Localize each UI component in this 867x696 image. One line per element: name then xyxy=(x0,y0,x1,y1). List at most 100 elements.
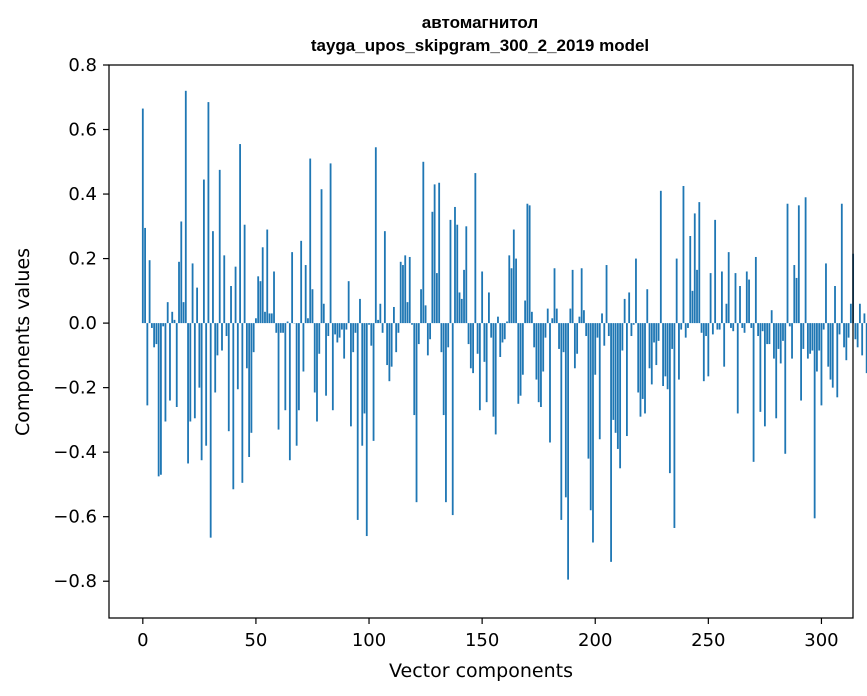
bar-184 xyxy=(558,323,560,349)
bar-247 xyxy=(700,323,703,333)
bar-171 xyxy=(528,205,531,324)
bar-117 xyxy=(406,302,409,324)
bar-96 xyxy=(359,298,361,324)
bar-139 xyxy=(456,224,459,324)
bar-73 xyxy=(307,318,309,324)
bar-133 xyxy=(442,323,445,416)
bar-131 xyxy=(438,182,441,324)
bar-115 xyxy=(402,265,404,324)
bar-187 xyxy=(564,323,567,498)
bar-306 xyxy=(834,286,836,324)
bar-57 xyxy=(270,313,273,324)
bar-2 xyxy=(146,323,149,406)
bar-210 xyxy=(616,323,619,449)
y-tick-label: −0.4 xyxy=(53,442,97,463)
bar-285 xyxy=(786,203,789,324)
bar-15 xyxy=(175,323,178,407)
bar-118 xyxy=(408,256,411,324)
bar-243 xyxy=(691,290,694,324)
bar-37 xyxy=(225,323,228,337)
bar-291 xyxy=(800,323,802,401)
bar-206 xyxy=(607,323,610,337)
bar-178 xyxy=(544,323,547,338)
bar-153 xyxy=(488,292,490,324)
bar-127 xyxy=(429,323,432,340)
bar-92 xyxy=(350,323,352,427)
bar-213 xyxy=(623,298,626,324)
bar-271 xyxy=(754,256,757,324)
bar-150 xyxy=(481,271,484,324)
bar-283 xyxy=(782,323,784,341)
bar-252 xyxy=(711,323,714,335)
bar-156 xyxy=(494,323,497,435)
bar-17 xyxy=(180,221,183,324)
bar-58 xyxy=(273,271,275,324)
bar-42 xyxy=(236,323,239,390)
bar-99 xyxy=(365,323,368,537)
bar-165 xyxy=(515,258,517,324)
y-tick-label: 0.4 xyxy=(68,184,97,205)
bar-182 xyxy=(553,268,556,324)
bar-74 xyxy=(309,158,312,324)
bar-151 xyxy=(483,323,486,362)
bar-78 xyxy=(318,323,321,354)
bar-48 xyxy=(250,323,253,433)
bar-105 xyxy=(379,303,382,324)
bar-142 xyxy=(463,269,465,324)
bar-51 xyxy=(257,276,260,324)
bar-256 xyxy=(721,271,723,324)
bar-275 xyxy=(763,323,766,427)
bar-208 xyxy=(612,323,615,420)
bar-265 xyxy=(741,323,744,328)
bar-83 xyxy=(329,163,332,324)
bar-293 xyxy=(804,197,807,324)
bar-307 xyxy=(836,323,839,398)
bar-224 xyxy=(648,323,651,369)
bar-209 xyxy=(614,323,617,433)
bar-316 xyxy=(856,323,859,348)
bar-49 xyxy=(252,323,255,353)
bar-161 xyxy=(506,321,508,324)
bar-217 xyxy=(632,323,635,325)
bar-223 xyxy=(646,289,649,324)
bar-80 xyxy=(322,303,325,324)
bar-158 xyxy=(499,323,502,357)
x-tick-label: 300 xyxy=(804,630,838,651)
bar-76 xyxy=(313,323,316,393)
bar-254 xyxy=(716,323,719,330)
bar-258 xyxy=(725,303,728,324)
bar-226 xyxy=(653,323,655,343)
bar-230 xyxy=(662,323,664,387)
bar-16 xyxy=(178,261,180,324)
bar-107 xyxy=(383,231,386,324)
bar-65 xyxy=(288,323,291,461)
bar-229 xyxy=(659,190,662,324)
bar-169 xyxy=(524,300,527,324)
bar-3 xyxy=(148,260,151,324)
bar-219 xyxy=(637,323,640,393)
bar-299 xyxy=(818,323,821,351)
bar-297 xyxy=(813,323,816,519)
bar-5 xyxy=(153,323,156,348)
bar-87 xyxy=(338,323,341,338)
bar-98 xyxy=(363,323,366,414)
bar-135 xyxy=(447,323,450,348)
bar-315 xyxy=(854,323,857,340)
bar-64 xyxy=(286,321,289,324)
bar-47 xyxy=(248,323,251,457)
bar-238 xyxy=(680,323,683,330)
bar-234 xyxy=(671,323,674,349)
bar-276 xyxy=(766,323,769,345)
bar-119 xyxy=(411,323,413,325)
bar-61 xyxy=(279,323,282,333)
bar-29 xyxy=(207,102,210,324)
bar-244 xyxy=(693,213,696,324)
bar-183 xyxy=(555,308,558,324)
bar-196 xyxy=(585,323,588,337)
bar-175 xyxy=(537,323,540,403)
chart-subtitle: tayga_upos_skipgram_300_2_2019 model xyxy=(311,36,649,55)
plot-frame xyxy=(108,64,854,619)
bar-11 xyxy=(166,302,169,324)
bar-319 xyxy=(863,313,866,324)
bar-130 xyxy=(435,273,438,324)
